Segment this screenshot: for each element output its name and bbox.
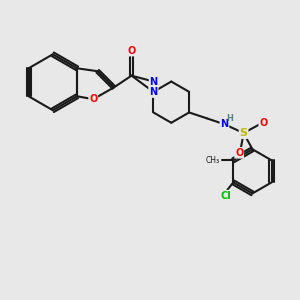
Text: H: H <box>226 114 233 123</box>
Text: O: O <box>259 118 268 128</box>
Text: N: N <box>149 87 158 97</box>
Text: N: N <box>220 119 229 129</box>
Text: N: N <box>149 87 158 97</box>
Text: O: O <box>235 148 243 158</box>
Text: N: N <box>150 76 158 86</box>
Text: O: O <box>89 94 98 104</box>
Text: S: S <box>240 128 248 138</box>
Text: Cl: Cl <box>220 190 231 201</box>
Text: O: O <box>128 46 136 56</box>
Text: CH₃: CH₃ <box>206 156 220 165</box>
